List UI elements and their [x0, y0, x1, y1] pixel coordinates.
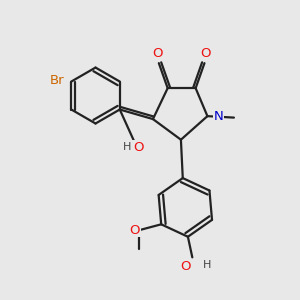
Text: O: O [133, 141, 143, 154]
Text: N: N [214, 110, 224, 123]
Text: H: H [202, 260, 211, 270]
Text: Br: Br [49, 74, 64, 87]
Text: O: O [180, 260, 191, 273]
Text: H: H [123, 142, 131, 152]
Text: O: O [152, 46, 163, 60]
Text: O: O [129, 224, 140, 237]
Text: O: O [201, 46, 211, 60]
